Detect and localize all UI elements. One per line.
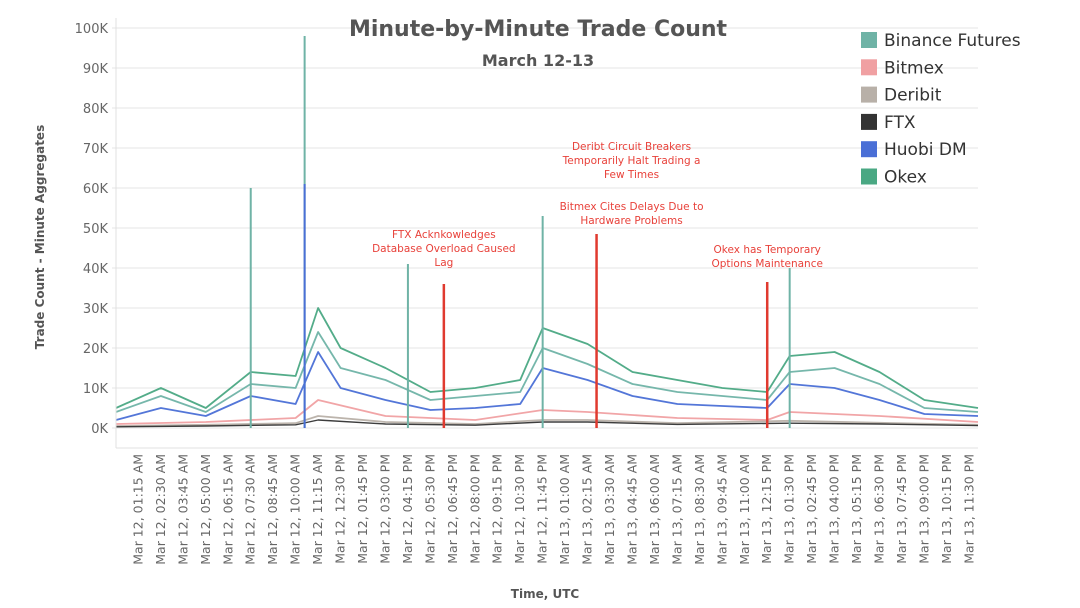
x-tick-label: Mar 13, 10:15 PM — [939, 454, 954, 564]
x-tick-label: Mar 12, 01:15 AM — [131, 454, 146, 565]
x-tick-label: Mar 12, 06:45 PM — [445, 454, 460, 564]
x-tick-label: Mar 13, 04:00 PM — [827, 454, 842, 564]
x-tick-label: Mar 12, 01:45 PM — [355, 454, 370, 564]
x-tick-label: Mar 12, 11:15 AM — [310, 454, 325, 565]
x-tick-label: Mar 13, 01:00 AM — [557, 454, 572, 565]
y-tick-label: 0K — [91, 422, 108, 437]
annotation-text: Lag — [434, 257, 453, 269]
annotation-text: Okex has Temporary — [714, 244, 821, 256]
y-axis-label: Trade Count - Minute Aggregates — [33, 125, 47, 349]
x-tick-label: Mar 12, 02:30 AM — [153, 454, 168, 565]
x-tick-label: Mar 13, 07:45 PM — [894, 454, 909, 564]
annotation-text: Hardware Problems — [580, 215, 682, 227]
series-line-huobi-dm — [115, 351, 979, 421]
x-tick-label: Mar 12, 05:00 AM — [198, 454, 213, 565]
chart-subtitle: March 12-13 — [482, 51, 594, 70]
y-tick-label: 10K — [83, 382, 109, 397]
x-tick-label: Mar 13, 09:45 AM — [714, 454, 729, 565]
y-tick-label: 80K — [83, 102, 109, 117]
x-tick-label: Mar 12, 09:15 PM — [490, 454, 505, 564]
legend-label-binance-futures: Binance Futures — [884, 31, 1021, 51]
chart-title: Minute-by-Minute Trade Count — [349, 17, 728, 42]
legend-swatch-deribit — [861, 86, 877, 103]
annotation-layer: FTX Acknkowledges Database Overload Cause… — [372, 141, 823, 428]
series-layer — [115, 36, 979, 428]
annotation-text: Options Maintenance — [711, 258, 822, 270]
legend-swatch-binance-futures — [861, 32, 877, 48]
y-tick-label: 50K — [83, 222, 109, 237]
x-tick-label: Mar 13, 06:00 AM — [647, 454, 662, 565]
series-line-okex — [115, 307, 979, 409]
x-tick-label: Mar 12, 11:45 PM — [535, 454, 550, 564]
x-tick-label: Mar 13, 03:30 AM — [602, 454, 617, 565]
legend-swatch-ftx — [861, 113, 877, 130]
series-line-deribit — [115, 415, 979, 427]
legend-label-okex: Okex — [884, 168, 927, 188]
x-tick-label: Mar 13, 07:15 AM — [669, 454, 684, 565]
x-tick-label: Mar 12, 07:30 AM — [243, 454, 258, 565]
x-tick-label: Mar 12, 10:30 PM — [512, 454, 527, 564]
y-tick-label: 70K — [83, 142, 109, 157]
annotation-text: Temporarily Halt Trading a — [562, 155, 701, 167]
x-tick-label: Mar 13, 12:15 PM — [759, 454, 774, 564]
x-tick-label: Mar 13, 11:30 PM — [961, 454, 976, 564]
x-tick-label: Mar 13, 02:45 PM — [804, 454, 819, 564]
y-tick-label: 90K — [83, 62, 109, 77]
axis-layer: 0K 10K 20K 30K 40K 50K 60K 70K 80K 90K 100K Mar 12,… — [75, 18, 978, 565]
x-tick-label: Mar 12, 05:30 PM — [422, 454, 437, 564]
x-tick-label: Mar 12, 06:15 AM — [220, 454, 235, 565]
legend: Binance Futures Bitmex Deribit FTX Huobi DM O… — [861, 31, 1021, 188]
x-tick-label: Mar 13, 06:30 PM — [872, 454, 887, 564]
legend-swatch-huobi-dm — [861, 141, 877, 158]
x-tick-label: Mar 13, 05:15 PM — [849, 454, 864, 564]
x-tick-label: Mar 12, 03:45 AM — [175, 454, 190, 565]
y-tick-label: 30K — [83, 302, 109, 317]
legend-label-bitmex: Bitmex — [884, 58, 944, 78]
x-tick-label: Mar 12, 03:00 PM — [378, 454, 393, 564]
annotation-text: Deribt Circuit Breakers — [572, 141, 691, 153]
legend-label-deribit: Deribit — [884, 86, 942, 106]
x-axis-label: Time, UTC — [511, 587, 580, 601]
legend-swatch-bitmex — [861, 59, 877, 76]
y-tick-label: 40K — [83, 262, 109, 277]
x-tick-label: Mar 12, 12:30 PM — [333, 454, 348, 564]
annotation-text: Database Overload Caused — [372, 243, 516, 255]
annotation-text: Few Times — [604, 169, 659, 181]
annotation-text: FTX Acknkowledges — [392, 229, 496, 241]
x-tick-label: Mar 13, 01:30 PM — [782, 454, 797, 564]
x-tick-label: Mar 12, 04:15 PM — [400, 454, 415, 564]
y-tick-label: 20K — [83, 342, 109, 357]
series-line-binance-futures — [115, 331, 979, 413]
x-tick-label: Mar 12, 10:00 AM — [288, 454, 303, 565]
x-tick-label: Mar 13, 08:30 AM — [692, 454, 707, 565]
x-tick-label: Mar 13, 02:15 AM — [580, 454, 595, 565]
y-tick-label: 60K — [83, 182, 109, 197]
legend-label-ftx: FTX — [884, 113, 916, 133]
x-tick-label: Mar 13, 11:00 AM — [737, 454, 752, 565]
x-tick-label: Mar 13, 09:00 PM — [916, 454, 931, 564]
legend-label-huobi-dm: Huobi DM — [884, 140, 967, 160]
x-tick-label: Mar 12, 08:00 PM — [467, 454, 482, 564]
y-tick-label: 100K — [75, 22, 109, 37]
x-tick-label: Mar 13, 04:45 AM — [625, 454, 640, 565]
legend-swatch-okex — [861, 168, 877, 185]
annotation-text: Bitmex Cites Delays Due to — [560, 201, 704, 213]
x-tick-label: Mar 12, 08:45 AM — [265, 454, 280, 565]
series-line-ftx — [115, 419, 979, 428]
